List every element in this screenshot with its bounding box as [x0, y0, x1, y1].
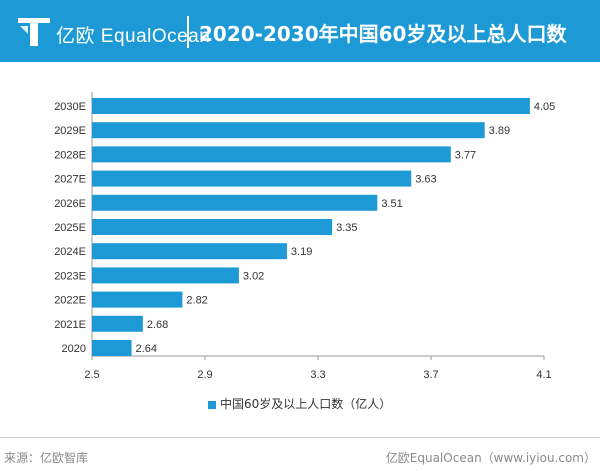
category-label: 2026E	[54, 198, 86, 210]
chart-area: 2.5 2.9 3.3 3.7 4.1 2020 2.64 2021E 2.68 2022E 2.8…	[0, 62, 600, 437]
footer-divider	[0, 437, 600, 438]
data-label: 3.02	[243, 270, 264, 282]
footer-credit: 亿欧EqualOcean（www.iyiou.com）	[385, 451, 596, 465]
category-label: 2021E	[54, 319, 86, 331]
bar-2029E	[92, 122, 485, 139]
equalocean-logo-icon	[18, 18, 50, 46]
data-label: 2.64	[136, 343, 157, 355]
data-label: 3.77	[455, 149, 476, 161]
page-title: 2020-2030年中国60岁及以上总人口数	[199, 22, 567, 46]
x-tick-label: 2.9	[197, 369, 212, 381]
data-label: 2.82	[186, 295, 207, 307]
bar-2022E	[92, 291, 183, 308]
category-label: 2024E	[54, 246, 86, 258]
chart-legend: 中国60岁及以上人口数（亿人）	[208, 395, 391, 412]
x-tick-label: 3.3	[310, 369, 325, 381]
legend-label: 中国60岁及以上人口数（亿人）	[220, 397, 392, 411]
data-label: 2.68	[147, 319, 168, 331]
bar-2030E	[92, 98, 530, 114]
bar-2026E	[92, 194, 378, 211]
category-label: 2029E	[54, 125, 86, 137]
data-label: 3.63	[415, 174, 436, 186]
category-label: 2023E	[54, 270, 86, 282]
category-label: 2022E	[54, 295, 86, 307]
data-label: 3.35	[336, 222, 357, 234]
brand-name: 亿欧 EqualOcean	[56, 26, 211, 47]
header-divider	[187, 16, 189, 48]
bar-2027E	[92, 170, 412, 187]
x-tick-label: 3.7	[423, 369, 438, 381]
source-note: 来源：亿欧智库	[4, 451, 89, 465]
header-banner: 亿欧 EqualOcean 2020-2030年中国60岁及以上总人口数	[0, 0, 600, 62]
bar-2020	[92, 340, 132, 356]
x-tick-label: 4.1	[536, 369, 551, 381]
data-label: 3.51	[381, 198, 402, 210]
data-label: 4.05	[534, 101, 555, 113]
category-label: 2027E	[54, 174, 86, 186]
bar-2028E	[92, 146, 451, 163]
legend-swatch	[208, 400, 216, 409]
category-label: 2030E	[54, 101, 86, 113]
category-label: 2028E	[54, 149, 86, 161]
x-tick-label: 2.5	[84, 369, 99, 381]
bar-2025E	[92, 219, 333, 235]
bar-chart: 2.5 2.9 3.3 3.7 4.1 2020 2.64 2021E 2.68 2022E 2.8…	[54, 92, 555, 381]
category-label: 2020	[62, 343, 86, 355]
bar-2023E	[92, 267, 239, 284]
bar-2021E	[92, 315, 143, 332]
bar-2024E	[92, 243, 287, 260]
category-label: 2025E	[54, 222, 86, 234]
data-label: 3.89	[489, 125, 510, 137]
data-label: 3.19	[291, 246, 312, 258]
